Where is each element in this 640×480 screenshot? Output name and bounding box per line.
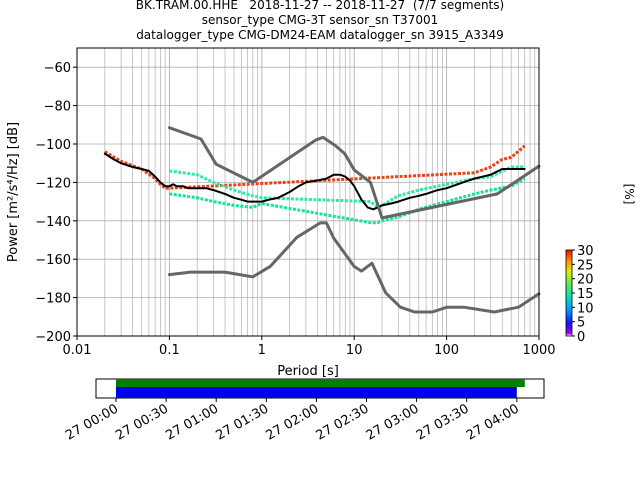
timeline-tick-label: 27 03:30	[414, 401, 472, 443]
colorbar-tick-label: 15	[577, 287, 594, 302]
y-tick-label: −120	[35, 176, 71, 191]
x-tick-label: 10	[346, 343, 363, 358]
colorbar-scale	[565, 249, 573, 337]
colorbar-tick-label: 5	[577, 316, 585, 331]
y-tick-label: −140	[35, 215, 71, 230]
x-axis-ticks: 0.01 0.1 1 10 100 1000	[63, 336, 556, 358]
timeline-tick-label: 27 02:00	[264, 401, 322, 443]
x-tick-label: 0.01	[63, 343, 92, 358]
timeline-tick-label: 27 02:30	[314, 401, 372, 443]
timeline-tick-label: 27 00:30	[113, 401, 171, 443]
x-axis-label: Period [s]	[277, 364, 339, 379]
y-tick-label: −60	[44, 61, 71, 76]
colorbar-label: [%]	[622, 184, 636, 205]
y-axis-label: Power [m²/s⁴/Hz] [dB]	[6, 122, 21, 262]
noise-model-nlnm	[167, 221, 541, 314]
mean-line	[103, 152, 526, 211]
y-tick-label: −100	[35, 138, 71, 153]
title-line-1: BK.TRAM.00.HHE 2018-11-27 -- 2018-11-27 …	[135, 0, 505, 12]
colorbar-tick-label: 30	[577, 244, 594, 259]
timeline-gap-bar	[116, 379, 525, 387]
noise-model-nhnm	[167, 126, 541, 220]
y-axis-ticks: −60 −80 −100 −120 −140 −160 −180 −200	[35, 61, 77, 345]
timeline-data-bar	[116, 387, 517, 398]
density-band-low	[169, 165, 525, 209]
x-tick-label: 1	[258, 343, 266, 358]
plot-frame	[76, 47, 540, 337]
y-tick-label: −200	[35, 330, 71, 345]
x-tick-label: 100	[434, 343, 459, 358]
timeline-tick-label: 27 00:00	[63, 401, 121, 443]
series-lines	[103, 126, 541, 314]
density-bands	[104, 144, 526, 225]
timeline-tick-label: 27 01:30	[213, 401, 271, 443]
colorbar-tick-label: 10	[577, 301, 594, 316]
x-tick-label: 1000	[522, 343, 555, 358]
colorbar-tick-label: 0	[577, 330, 585, 345]
density-band-mid	[169, 177, 526, 225]
timeline-tick-label: 27 04:00	[464, 401, 522, 443]
x-tick-label: 0.1	[159, 343, 180, 358]
y-tick-label: −160	[35, 253, 71, 268]
timeline-tick-label: 27 01:00	[163, 401, 221, 443]
y-tick-label: −80	[44, 100, 71, 115]
colorbar-tick-label: 20	[577, 273, 594, 288]
grid	[76, 48, 539, 337]
title-line-3: datalogger_type CMG-DM24-EAM datalogger_…	[136, 28, 504, 42]
timeline-tick-label: 27 03:00	[364, 401, 422, 443]
colorbar-tick-label: 25	[577, 258, 594, 273]
y-tick-label: −180	[35, 292, 71, 307]
title-line-2: sensor_type CMG-3T sensor_sn T37001	[201, 13, 439, 27]
